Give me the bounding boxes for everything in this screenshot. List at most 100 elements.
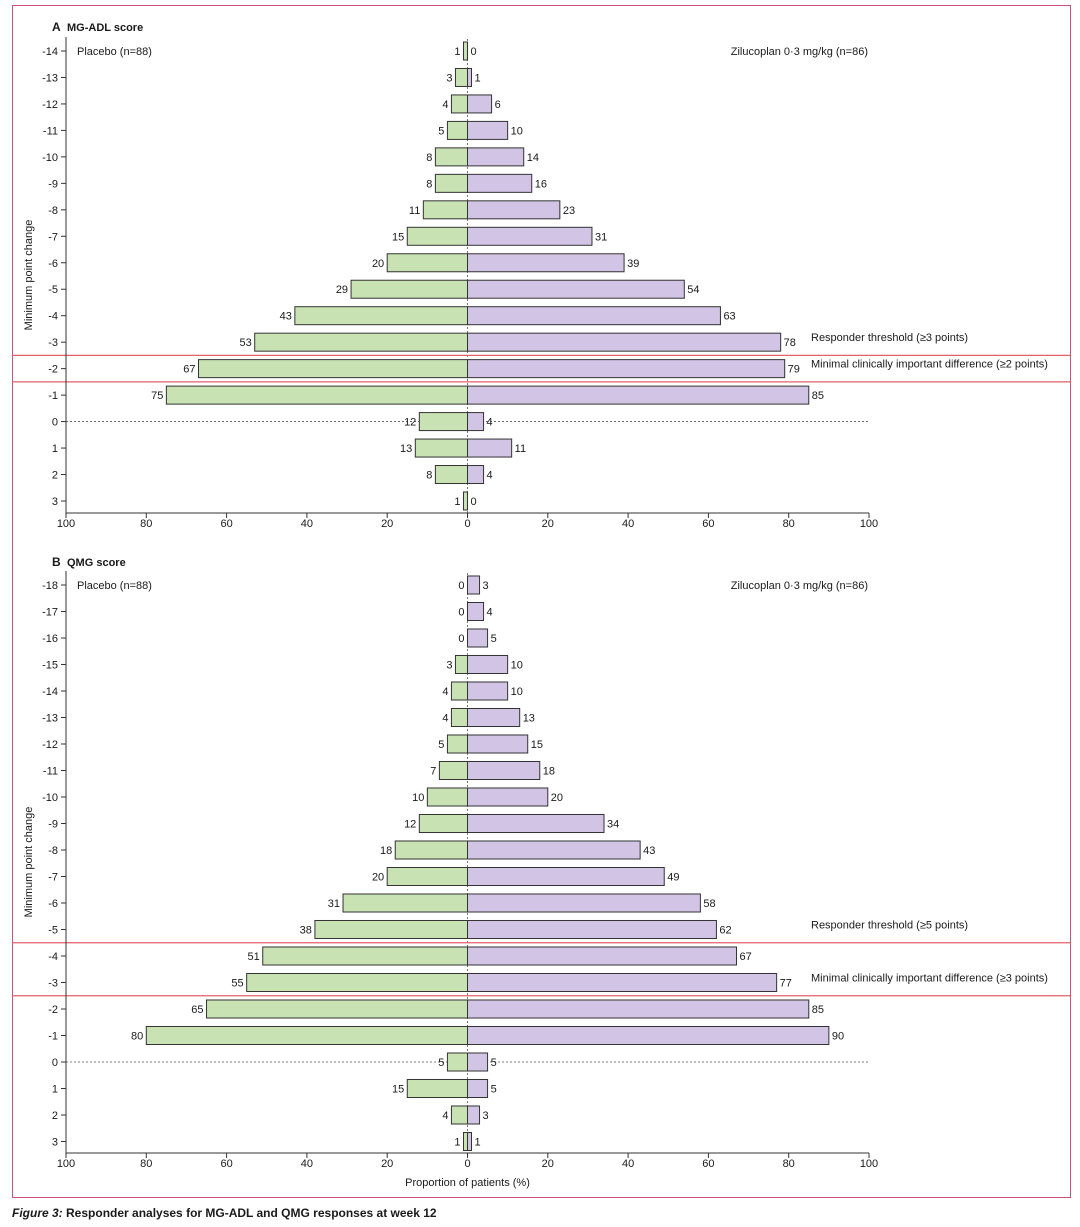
panel-a-x-tick-label: 100: [57, 518, 75, 530]
panel-b-value-label-zilucoplan: 20: [551, 792, 563, 804]
panel-a-value-label-zilucoplan: 4: [487, 417, 493, 429]
panel-b-value-label-placebo: 15: [392, 1084, 404, 1096]
panel-b-x-tick-label: 100: [860, 1158, 878, 1170]
panel-a-value-label-placebo: 5: [438, 125, 444, 137]
panel-a-value-label-zilucoplan: 79: [788, 364, 800, 376]
panel-a-value-label-placebo: 8: [426, 470, 432, 482]
panel-a-y-tick-label: -13: [42, 72, 58, 84]
panel-a-value-label-placebo: 1: [454, 46, 460, 58]
panel-b-bar-zilucoplan: [467, 972, 778, 993]
panel-b-value-label-zilucoplan: 67: [740, 951, 752, 963]
panel-a-bar-zilucoplan: [467, 147, 525, 167]
panel-b-y-tick-label: -17: [42, 607, 58, 619]
figure-caption-label: Figure 3:: [12, 1206, 63, 1220]
panel-b-y-tick-label: -1: [48, 1031, 58, 1043]
panel-a-x-tick-label: 20: [381, 518, 393, 530]
panel-b-bar-zilucoplan: [467, 707, 521, 728]
panel-b-value-label-zilucoplan: 10: [511, 686, 523, 698]
panel-b-value-label-placebo: 55: [231, 978, 243, 990]
panel-a-value-label-placebo: 15: [392, 231, 404, 243]
panel-a-y-tick-label: -5: [48, 284, 58, 296]
panel-a-bar-zilucoplan: [467, 253, 625, 273]
panel-a-y-tick-label: 0: [52, 417, 58, 429]
panel-a-y-tick-label: -6: [48, 258, 58, 270]
panel-b-y-tick-label: -8: [48, 845, 58, 857]
panel-b-bar-placebo: [454, 654, 468, 675]
panel-b-letter: B: [52, 555, 61, 569]
panel-a-bar-placebo: [254, 332, 468, 352]
panel-b-value-label-zilucoplan: 43: [643, 845, 655, 857]
panel-a-bar-placebo: [386, 253, 469, 273]
panel-a-bar-placebo: [462, 491, 468, 511]
panel-a-value-label-zilucoplan: 31: [595, 231, 607, 243]
panel-b-bar-zilucoplan: [467, 734, 529, 754]
panel-b-bar-placebo: [394, 840, 469, 860]
panel-b-value-label-placebo: 3: [446, 660, 452, 672]
panel-b-y-tick-label: -6: [48, 898, 58, 910]
panel-a-value-label-zilucoplan: 14: [527, 152, 539, 164]
panel-a-value-label-placebo: 8: [426, 178, 432, 190]
panel-b-bar-zilucoplan: [467, 1105, 481, 1125]
figure-frame: [12, 5, 1071, 1198]
panel-b-value-label-placebo: 65: [191, 1004, 203, 1016]
panel-b-bar-placebo: [406, 1078, 468, 1099]
panel-a-y-tick-label: 1: [52, 443, 58, 455]
panel-a-bar-placebo: [434, 147, 469, 167]
panel-a-bar-zilucoplan: [467, 385, 810, 405]
panel-b-bar-zilucoplan: [467, 999, 810, 1019]
panel-a-value-label-zilucoplan: 85: [812, 390, 824, 402]
panel-a-legend-zilucoplan: Zilucoplan 0·3 mg/kg (n=86): [731, 46, 868, 58]
panel-b-bar-placebo: [262, 946, 468, 966]
panel-a-bar-zilucoplan: [467, 120, 509, 140]
panel-b-value-label-placebo: 12: [404, 819, 416, 831]
panel-b-y-tick-label: 2: [52, 1110, 58, 1122]
panel-b-bar-placebo: [462, 1131, 468, 1152]
panel-b-value-label-placebo: 38: [300, 925, 312, 937]
panel-b-value-label-zilucoplan: 5: [491, 633, 497, 645]
panel-b-y-tick-label: -5: [48, 925, 58, 937]
panel-b-bar-zilucoplan: [467, 1025, 830, 1046]
panel-b-y-tick-label: -18: [42, 580, 58, 592]
panel-b-bar-placebo: [386, 866, 469, 887]
panel-a-value-label-zilucoplan: 0: [471, 46, 477, 58]
panel-a-bar-zilucoplan: [467, 200, 561, 220]
panel-b-value-label-placebo: 1: [454, 1137, 460, 1149]
panel-a-y-axis-label: Minimum point change: [23, 220, 35, 331]
panel-a-y-tick-label: 2: [52, 470, 58, 482]
panel-b-value-label-placebo: 7: [430, 766, 436, 778]
panel-a-value-label-zilucoplan: 78: [784, 337, 796, 349]
panel-b-value-label-placebo: 5: [438, 1057, 444, 1069]
panel-b-value-label-zilucoplan: 13: [523, 713, 535, 725]
panel-a-bar-placebo: [446, 120, 468, 140]
panel-a-value-label-zilucoplan: 39: [627, 258, 639, 270]
panel-a-value-label-placebo: 53: [239, 337, 251, 349]
panel-b-y-tick-label: -3: [48, 978, 58, 990]
panel-b-bar-zilucoplan: [467, 813, 605, 834]
panel-b-value-label-zilucoplan: 3: [483, 1110, 489, 1122]
panel-b-value-label-placebo: 31: [328, 898, 340, 910]
panel-a-y-tick-label: -8: [48, 205, 58, 217]
panel-b-x-tick-label: 0: [464, 1158, 470, 1170]
panel-a-bar-zilucoplan: [467, 226, 593, 246]
panel-b-bar-zilucoplan: [467, 1078, 489, 1099]
panel-b-bar-zilucoplan: [467, 760, 541, 781]
panel-b-threshold-label-2: Minimal clinically important difference …: [811, 973, 1048, 985]
panel-a-bar-placebo: [414, 438, 468, 458]
panel-a-y-tick-label: -12: [42, 99, 58, 111]
panel-a-value-label-placebo: 29: [336, 284, 348, 296]
panel-b-value-label-placebo: 4: [442, 713, 448, 725]
panel-a-y-tick-label: -3: [48, 337, 58, 349]
panel-a-value-label-zilucoplan: 16: [535, 178, 547, 190]
panel-b-value-label-zilucoplan: 1: [475, 1137, 481, 1149]
panel-a-bar-placebo: [462, 41, 468, 61]
panel-b-y-tick-label: -10: [42, 792, 58, 804]
panel-b-value-label-placebo: 80: [131, 1031, 143, 1043]
panel-b-bar-placebo: [246, 972, 468, 993]
panel-b-bar-zilucoplan: [467, 946, 738, 966]
panel-b-value-label-placebo: 5: [438, 739, 444, 751]
panel-b-bar-zilucoplan: [467, 1052, 489, 1072]
panel-a-y-tick-label: -14: [42, 46, 58, 58]
panel-a-x-tick-label: 80: [140, 518, 152, 530]
panel-b-x-tick-label: 20: [381, 1158, 393, 1170]
panel-b-bar-zilucoplan: [467, 654, 509, 675]
